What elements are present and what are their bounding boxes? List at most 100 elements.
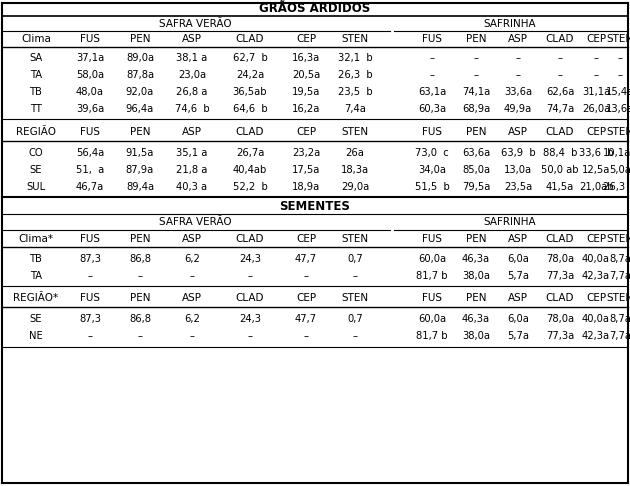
Text: STEN: STEN — [341, 293, 369, 303]
Text: STEN: STEN — [341, 234, 369, 244]
Text: CLAD: CLAD — [236, 293, 264, 303]
Text: –: – — [304, 331, 309, 341]
Text: 16,3a: 16,3a — [292, 53, 320, 63]
Text: ASP: ASP — [182, 293, 202, 303]
Text: 13,0a: 13,0a — [504, 165, 532, 175]
Text: 16,2a: 16,2a — [292, 104, 320, 114]
Text: GRÃOS ARDIDOS: GRÃOS ARDIDOS — [260, 2, 370, 16]
Text: 0,7: 0,7 — [347, 314, 363, 324]
Text: 23,5a: 23,5a — [504, 182, 532, 192]
Text: STEN: STEN — [607, 34, 630, 44]
Text: SE: SE — [30, 314, 42, 324]
Text: 42,3a: 42,3a — [582, 331, 610, 341]
Text: 68,9a: 68,9a — [462, 104, 490, 114]
Text: PEN: PEN — [130, 34, 150, 44]
Text: 96,4a: 96,4a — [126, 104, 154, 114]
Text: 89,0a: 89,0a — [126, 53, 154, 63]
Text: –: – — [190, 271, 195, 281]
Text: 62,7  b: 62,7 b — [232, 53, 267, 63]
Text: 39,6a: 39,6a — [76, 104, 104, 114]
Text: FUS: FUS — [422, 34, 442, 44]
Text: ASP: ASP — [182, 127, 202, 137]
Text: CEP: CEP — [296, 34, 316, 44]
Text: 85,0a: 85,0a — [462, 165, 490, 175]
Text: ASP: ASP — [508, 234, 528, 244]
Text: 40,0a: 40,0a — [582, 314, 610, 324]
Text: CEP: CEP — [586, 127, 606, 137]
Text: 89,4a: 89,4a — [126, 182, 154, 192]
Text: 7,7a: 7,7a — [609, 271, 630, 281]
Text: 19,5a: 19,5a — [292, 87, 320, 97]
Text: STEN: STEN — [607, 293, 630, 303]
Text: 77,3a: 77,3a — [546, 331, 574, 341]
Text: Clima: Clima — [21, 34, 51, 44]
Text: TA: TA — [30, 70, 42, 80]
Text: 78,0a: 78,0a — [546, 254, 574, 264]
Text: 62,6a: 62,6a — [546, 87, 574, 97]
Text: CLAD: CLAD — [546, 34, 575, 44]
Text: SAFRINHA: SAFRINHA — [484, 217, 536, 227]
Text: FUS: FUS — [422, 293, 442, 303]
Text: 36,5ab: 36,5ab — [232, 87, 267, 97]
Text: 18,3a: 18,3a — [341, 165, 369, 175]
Text: 21,0ab: 21,0ab — [579, 182, 613, 192]
Text: 37,1a: 37,1a — [76, 53, 104, 63]
Text: 86,8: 86,8 — [129, 254, 151, 264]
Text: –: – — [617, 70, 622, 80]
Text: 33,6a: 33,6a — [504, 87, 532, 97]
Text: 48,0a: 48,0a — [76, 87, 104, 97]
Text: FUS: FUS — [422, 234, 442, 244]
Text: PEN: PEN — [130, 127, 150, 137]
Text: –: – — [353, 331, 357, 341]
Text: 8,7a: 8,7a — [609, 314, 630, 324]
Text: ASP: ASP — [508, 127, 528, 137]
Text: ASP: ASP — [182, 34, 202, 44]
Text: SA: SA — [30, 53, 43, 63]
Text: 38,0a: 38,0a — [462, 331, 490, 341]
Text: PEN: PEN — [130, 234, 150, 244]
Text: 40,4ab: 40,4ab — [233, 165, 267, 175]
Text: PEN: PEN — [466, 234, 486, 244]
Text: 60,0a: 60,0a — [418, 254, 446, 264]
Text: 5,0a: 5,0a — [609, 165, 630, 175]
Text: 74,6  b: 74,6 b — [175, 104, 209, 114]
Text: 63,9  b: 63,9 b — [501, 148, 536, 158]
Text: –: – — [593, 53, 598, 63]
Text: 46,7a: 46,7a — [76, 182, 104, 192]
Text: CEP: CEP — [586, 293, 606, 303]
Text: CLAD: CLAD — [236, 34, 264, 44]
Text: –: – — [248, 331, 253, 341]
Text: 26,3  b: 26,3 b — [338, 70, 372, 80]
Text: –: – — [137, 271, 142, 281]
Text: –: – — [353, 271, 357, 281]
Text: CEP: CEP — [586, 34, 606, 44]
Text: 24,3: 24,3 — [239, 254, 261, 264]
Text: –: – — [190, 331, 195, 341]
Text: CEP: CEP — [296, 234, 316, 244]
Text: 24,2a: 24,2a — [236, 70, 264, 80]
Text: –: – — [515, 70, 520, 80]
Text: 26,3  b: 26,3 b — [603, 182, 630, 192]
Text: CO: CO — [29, 148, 43, 158]
Text: –: – — [430, 70, 435, 80]
Text: CEP: CEP — [586, 234, 606, 244]
Text: 87,3: 87,3 — [79, 254, 101, 264]
Text: 40,0a: 40,0a — [582, 254, 610, 264]
Text: –: – — [593, 70, 598, 80]
Text: 79,5a: 79,5a — [462, 182, 490, 192]
Text: CEP: CEP — [296, 293, 316, 303]
Text: 8,7a: 8,7a — [609, 254, 630, 264]
Text: 41,5a: 41,5a — [546, 182, 574, 192]
Text: STEN: STEN — [607, 234, 630, 244]
Text: 49,9a: 49,9a — [504, 104, 532, 114]
Text: 56,4a: 56,4a — [76, 148, 104, 158]
Text: 74,1a: 74,1a — [462, 87, 490, 97]
Text: TT: TT — [30, 104, 42, 114]
Text: 38,1 a: 38,1 a — [176, 53, 208, 63]
Text: 18,9a: 18,9a — [292, 182, 320, 192]
Text: TB: TB — [30, 87, 42, 97]
Text: 38,0a: 38,0a — [462, 271, 490, 281]
Text: 24,3: 24,3 — [239, 314, 261, 324]
Text: 51,5  b: 51,5 b — [415, 182, 449, 192]
Text: –: – — [558, 70, 563, 80]
